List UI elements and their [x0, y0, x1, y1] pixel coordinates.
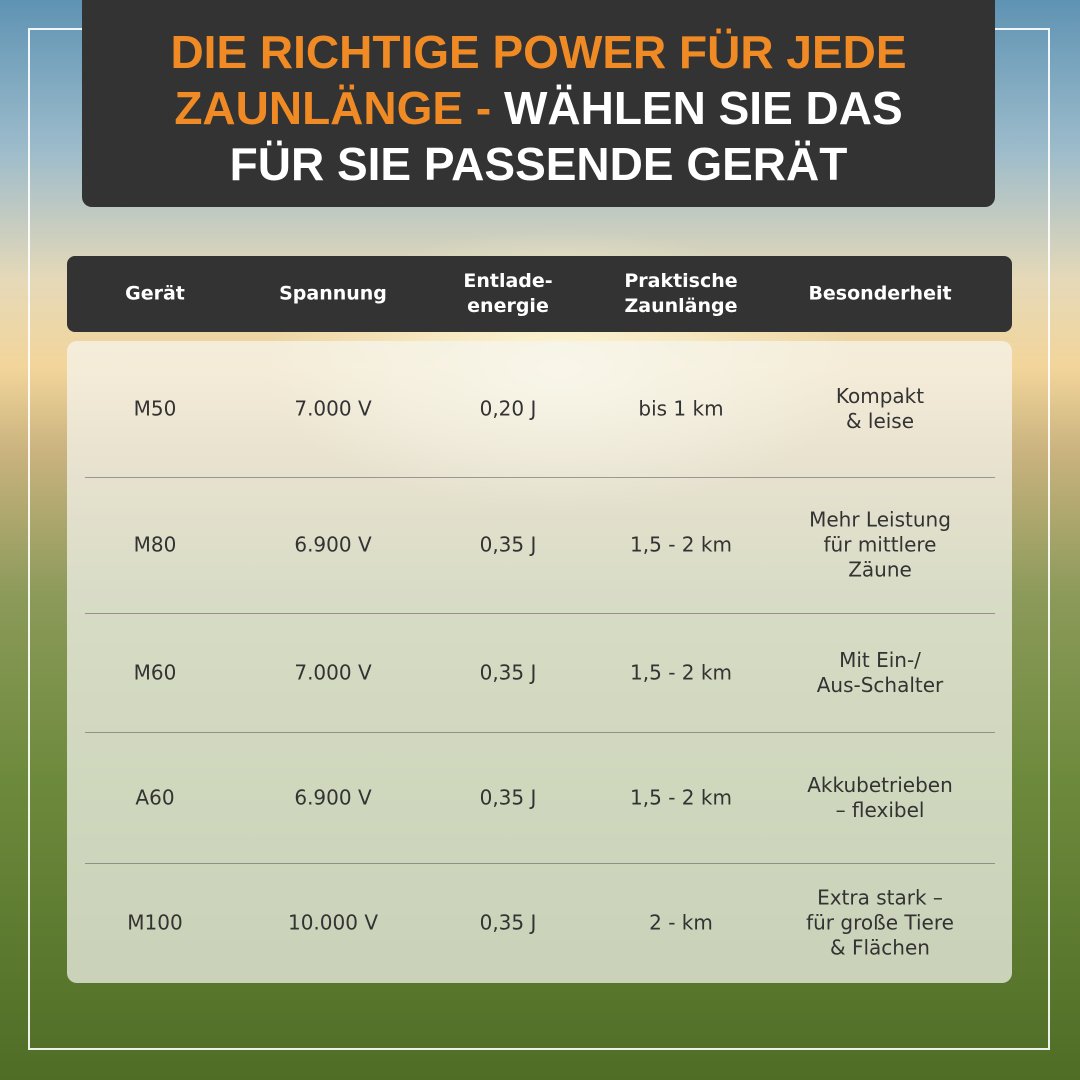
- cell-line: 2 - km: [649, 910, 713, 935]
- table-cell: 0,35 J: [480, 533, 537, 558]
- cell-line: Zäune: [848, 557, 912, 582]
- table-cell: M80: [134, 533, 177, 558]
- column-header: Besonderheit: [808, 282, 951, 307]
- table-cell: 10.000 V: [288, 911, 378, 936]
- cell-line: 0,35 J: [479, 660, 537, 684]
- table-cell: Akkubetrieben – flexibel: [807, 773, 953, 823]
- cell-line: 6.900 V: [294, 785, 372, 809]
- cell-line: & leise: [845, 409, 915, 433]
- cell-line: Akkubetrieben: [807, 772, 953, 797]
- cell-line: 1,5 - 2 km: [630, 785, 732, 809]
- cell-line: für mittlere: [823, 532, 937, 557]
- title-line: FÜR SIE PASSENDE GERÄT: [82, 136, 995, 192]
- cell-line: Besonderheit: [808, 282, 952, 305]
- row-separator: [85, 477, 995, 478]
- cell-line: M60: [133, 660, 177, 684]
- cell-line: 7.000 V: [294, 396, 372, 421]
- cell-line: Zaunlänge: [624, 295, 738, 317]
- table-cell: 0,20 J: [480, 397, 537, 422]
- cell-line: Mehr Leistung: [809, 507, 951, 532]
- title-plain: FÜR SIE PASSENDE GERÄT: [229, 138, 848, 190]
- table-cell: 7.000 V: [294, 397, 371, 422]
- cell-line: 7.000 V: [294, 660, 372, 684]
- row-separator: [85, 732, 995, 733]
- cell-line: Kompakt: [835, 384, 925, 408]
- cell-line: – flexibel: [835, 797, 925, 822]
- table-cell: 7.000 V: [294, 660, 371, 685]
- table-cell: 1,5 - 2 km: [630, 533, 732, 558]
- cell-line: Entlade-: [463, 270, 553, 292]
- title-line: ZAUNLÄNGE - WÄHLEN SIE DAS: [82, 80, 995, 136]
- table-cell: Kompakt & leise: [836, 384, 924, 434]
- table-cell: M50: [134, 397, 177, 422]
- table-cell: 0,35 J: [480, 911, 537, 936]
- cell-line: Praktische: [624, 270, 738, 292]
- cell-line: Aus-Schalter: [816, 672, 944, 697]
- table-cell: M100: [127, 911, 182, 936]
- cell-line: Spannung: [279, 282, 387, 305]
- cell-line: Gerät: [125, 282, 185, 305]
- cell-line: M100: [127, 910, 183, 935]
- table-header: [67, 256, 1012, 332]
- cell-line: Mit Ein-/: [839, 647, 921, 672]
- cell-line: M80: [133, 532, 177, 557]
- cell-line: 0,35 J: [479, 910, 537, 935]
- cell-line: energie: [467, 295, 549, 317]
- table-cell: 1,5 - 2 km: [630, 660, 732, 685]
- table-cell: 6.900 V: [294, 785, 371, 810]
- cell-line: M50: [133, 396, 177, 421]
- title-box: DIE RICHTIGE POWER FÜR JEDE ZAUNLÄNGE - …: [82, 0, 995, 207]
- cell-line: bis 1 km: [638, 396, 724, 421]
- cell-line: 0,35 J: [479, 532, 537, 557]
- table-cell: 0,35 J: [480, 785, 537, 810]
- table-cell: 2 - km: [649, 911, 713, 936]
- title-accent: ZAUNLÄNGE -: [174, 82, 492, 134]
- cell-line: 10.000 V: [287, 910, 379, 935]
- table-cell: 6.900 V: [294, 533, 371, 558]
- column-header: Spannung: [279, 282, 387, 307]
- cell-line: Extra stark –: [817, 885, 943, 910]
- table-cell: M60: [134, 660, 177, 685]
- cell-line: 1,5 - 2 km: [630, 532, 732, 557]
- table-cell: bis 1 km: [638, 397, 723, 422]
- title-plain: WÄHLEN SIE DAS: [503, 82, 903, 134]
- table-cell: Mehr Leistung für mittlere Zäune: [809, 508, 951, 583]
- cell-line: 6.900 V: [294, 532, 372, 557]
- title-line: DIE RICHTIGE POWER FÜR JEDE: [82, 24, 995, 80]
- row-separator: [85, 863, 995, 864]
- title-accent: DIE RICHTIGE POWER FÜR JEDE: [170, 26, 907, 78]
- cell-line: 0,20 J: [479, 396, 537, 421]
- table-cell: Extra stark – für große Tiere & Flächen: [806, 886, 954, 961]
- column-header: Entlade-energie: [463, 269, 552, 319]
- column-header: Gerät: [125, 282, 185, 307]
- cell-line: A60: [135, 785, 175, 809]
- table-cell: 1,5 - 2 km: [630, 785, 732, 810]
- table-cell: Mit Ein-/Aus-Schalter: [817, 648, 944, 698]
- cell-line: 1,5 - 2 km: [630, 660, 732, 684]
- table-body: [67, 341, 1012, 983]
- table-cell: 0,35 J: [480, 660, 537, 685]
- row-separator: [85, 613, 995, 614]
- table-cell: A60: [135, 785, 174, 810]
- cell-line: 0,35 J: [479, 785, 537, 809]
- cell-line: für große Tiere: [806, 910, 954, 935]
- cell-line: & Flächen: [830, 935, 930, 960]
- column-header: Praktische Zaunlänge: [624, 269, 737, 319]
